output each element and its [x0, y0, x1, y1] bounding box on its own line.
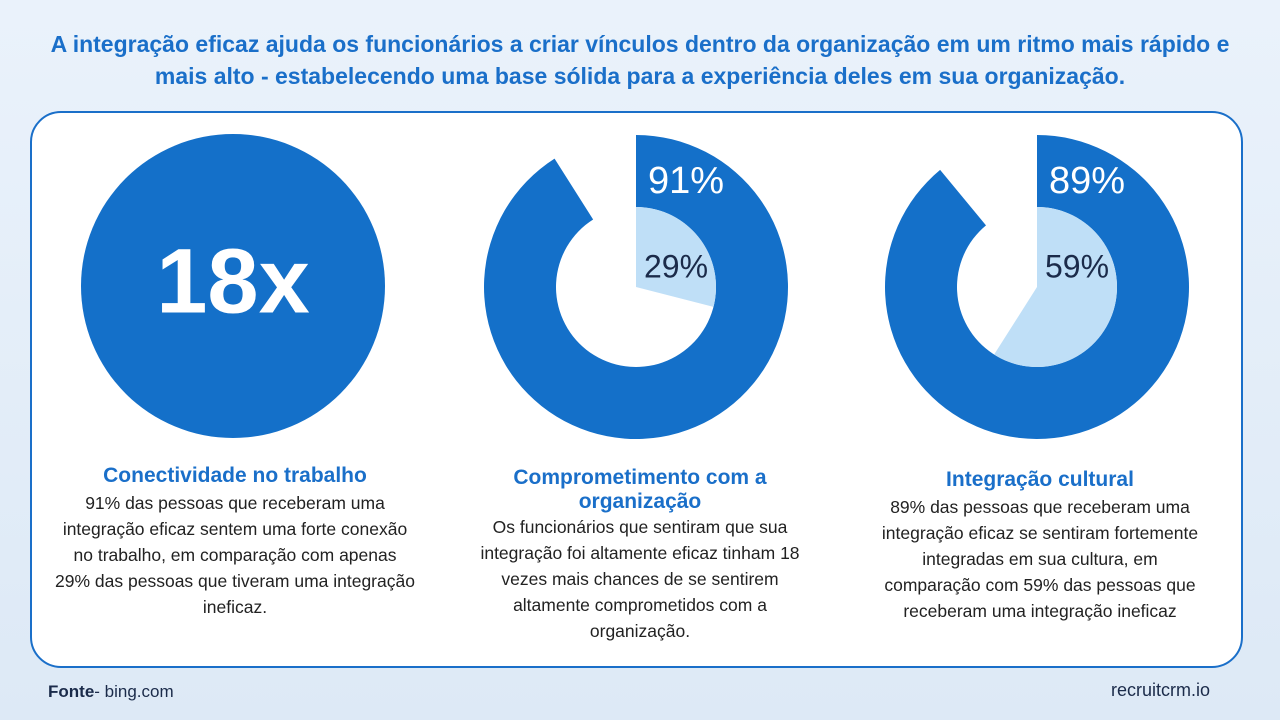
inner-wedge — [636, 207, 716, 307]
outer-ring — [885, 135, 1189, 440]
footer-source: Fonte- bing.com — [48, 682, 174, 702]
big-text: 18x — [156, 230, 310, 332]
brand: recruitcrm.io — [1110, 680, 1210, 700]
title: A integração eficaz ajuda os funcionário… — [50, 31, 1230, 89]
outer-label: 89% — [1049, 160, 1125, 202]
body-text: Os funcionários que sentiram que sua int… — [480, 517, 800, 641]
source-label: Fonte — [48, 682, 95, 701]
body-text: 91% das pessoas que receberam uma integr… — [55, 493, 415, 617]
outer-label: 91% — [648, 160, 724, 202]
inner-label: 59% — [1045, 248, 1109, 284]
outer-ring — [483, 135, 788, 439]
heading: Conectividade no trabalho — [103, 464, 367, 487]
body-text: 89% das pessoas que receberam uma integr… — [881, 497, 1199, 621]
heading: Comprometimento com a organização — [513, 466, 767, 513]
inner-wedge — [994, 207, 1117, 367]
inner-label: 29% — [644, 248, 708, 284]
heading: Integração cultural — [946, 468, 1134, 491]
big-circle — [81, 134, 385, 438]
source: - bing.com — [94, 682, 174, 701]
